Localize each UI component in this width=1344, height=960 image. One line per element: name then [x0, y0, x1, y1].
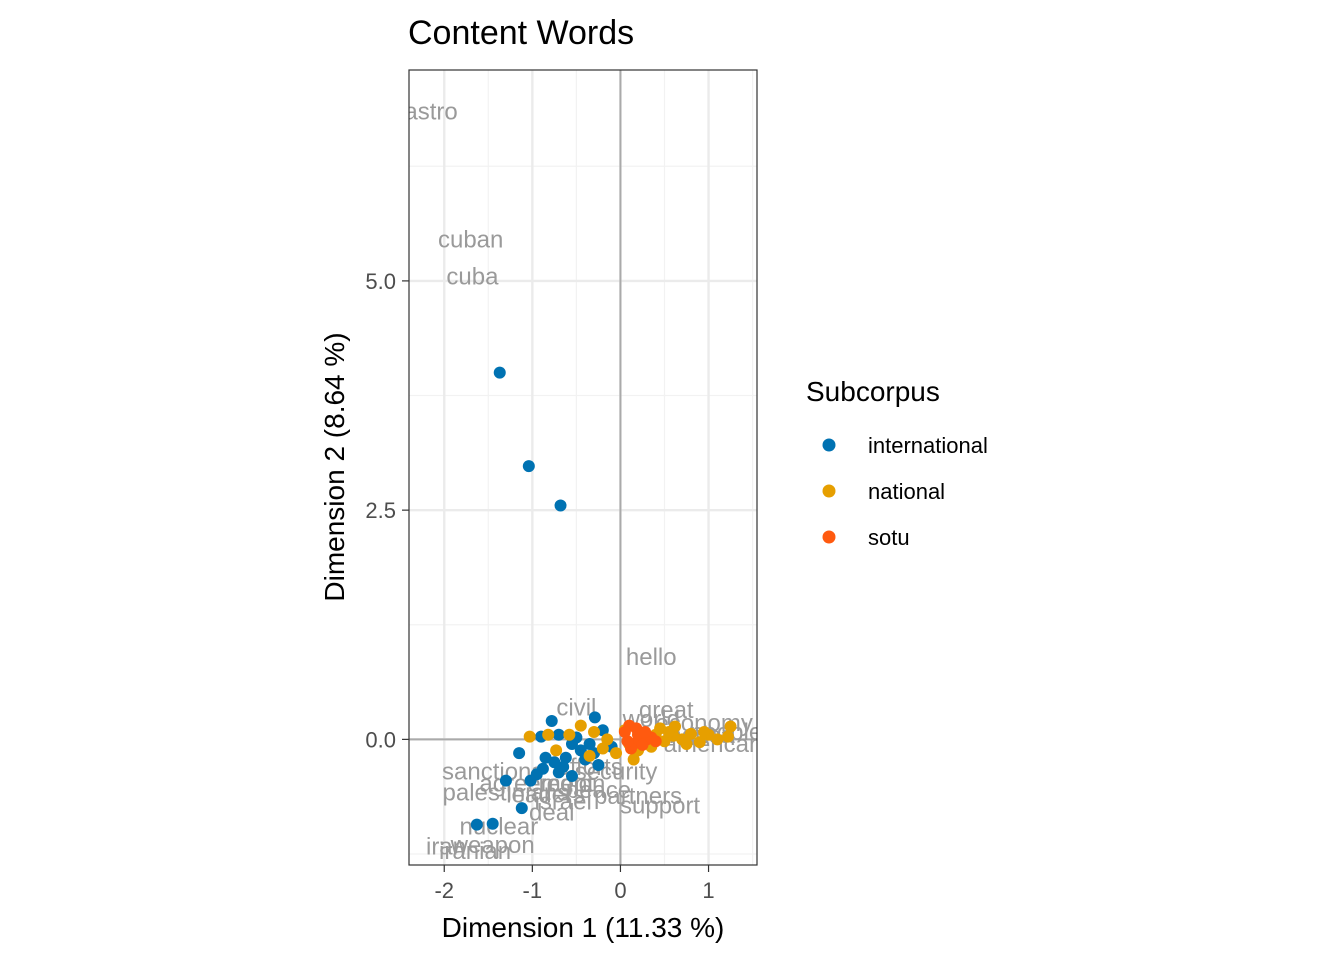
point-national — [627, 753, 640, 766]
point-sotu — [636, 738, 649, 751]
y-tick-label: 5.0 — [365, 269, 396, 294]
word-label: hello — [626, 644, 677, 671]
x-tick-label: 1 — [702, 878, 714, 903]
word-label: astro — [404, 98, 457, 125]
point-sotu — [639, 726, 652, 739]
panel-border — [408, 69, 758, 866]
point-international — [557, 760, 570, 773]
point-international — [574, 744, 587, 757]
point-national — [724, 720, 737, 733]
word-label: deal — [529, 800, 574, 827]
word-label: israel — [534, 789, 591, 816]
point-national — [721, 730, 734, 743]
legend-key-sotu — [822, 530, 836, 544]
legend-key-national — [822, 484, 836, 498]
point-national — [596, 742, 609, 755]
point-national — [550, 744, 563, 757]
word-label: iranian — [439, 838, 511, 865]
y-tick-label: 2.5 — [365, 498, 396, 523]
point-national — [693, 736, 706, 749]
point-sotu — [621, 735, 634, 748]
point-international — [588, 711, 601, 724]
word-label: peace — [566, 777, 631, 804]
y-axis-title: Dimension 2 (8.64 %) — [319, 332, 350, 601]
x-tick-label: -1 — [523, 878, 543, 903]
chart-title: Content Words — [408, 14, 634, 52]
word-label: cuban — [438, 227, 503, 254]
point-international — [515, 802, 528, 815]
point-national — [588, 726, 601, 739]
x-axis-title: Dimension 1 (11.33 %) — [442, 912, 725, 943]
point-national — [583, 749, 596, 762]
legend-key-international — [822, 438, 836, 452]
point-international — [539, 751, 552, 764]
point-national — [654, 722, 667, 735]
y-tick-label: 0.0 — [365, 727, 396, 752]
point-international — [545, 715, 558, 728]
point-international — [554, 499, 567, 512]
point-international — [493, 366, 506, 379]
point-international — [470, 818, 483, 831]
point-international — [522, 460, 535, 473]
point-national — [523, 730, 536, 743]
word-label: weapon — [450, 832, 535, 859]
word-label: partners — [594, 783, 682, 810]
point-national — [698, 726, 711, 739]
word-label: iran — [426, 834, 466, 861]
point-sotu — [618, 726, 631, 739]
point-international — [524, 774, 537, 787]
word-label: great — [639, 697, 694, 724]
word-label: support — [620, 792, 700, 819]
point-international — [499, 774, 512, 787]
point-international — [552, 728, 565, 741]
point-sotu — [649, 735, 662, 748]
point-national — [601, 733, 614, 746]
point-national — [684, 727, 697, 740]
point-international — [486, 817, 499, 830]
point-international — [583, 737, 596, 750]
point-international — [565, 737, 578, 750]
point-national — [711, 733, 724, 746]
x-tick-label: -2 — [434, 878, 454, 903]
point-national — [542, 728, 555, 741]
point-national — [610, 747, 623, 760]
legend: Subcorpus international national sotu — [806, 376, 988, 550]
point-national — [680, 737, 693, 750]
point-national — [658, 735, 671, 748]
legend-label-national: national — [868, 479, 945, 504]
legend-label-international: international — [868, 433, 988, 458]
point-national — [563, 728, 576, 741]
point-international — [548, 756, 561, 769]
point-international — [559, 751, 572, 764]
legend-label-sotu: sotu — [868, 525, 910, 550]
word-label: cuba — [446, 263, 499, 290]
point-international — [565, 770, 578, 783]
x-tick-label: 0 — [614, 878, 626, 903]
legend-title: Subcorpus — [806, 376, 940, 407]
point-international — [592, 759, 605, 772]
point-national — [574, 719, 587, 732]
point-international — [513, 747, 526, 760]
